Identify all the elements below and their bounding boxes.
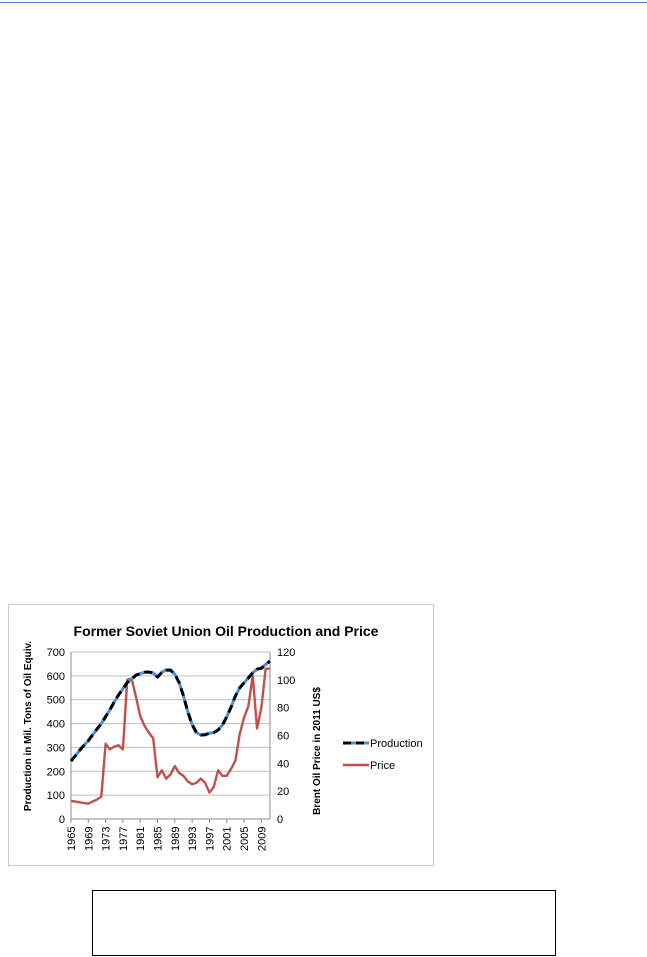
axes: 0 100 200 300 400 500 600 700 0 20 40 60 80 100 120 196…	[47, 647, 296, 851]
y-tick-label: 100	[47, 790, 65, 802]
y2-tick-label: 40	[277, 758, 289, 770]
y-tick-label: 0	[59, 814, 65, 826]
x-tick-label: 1989	[170, 827, 182, 851]
series-lines	[69, 659, 271, 805]
x-tick-label: 2009	[256, 827, 268, 851]
x-tick-label: 1981	[135, 827, 147, 851]
chart-legend: Production Price	[343, 738, 423, 772]
x-tick-label: 1973	[101, 827, 113, 851]
x-tick-label: 2005	[239, 827, 251, 851]
y2-tick-label: 80	[277, 703, 289, 715]
chart-title: Former Soviet Union Oil Production and P…	[74, 623, 379, 639]
x-tick-label: 1985	[153, 827, 165, 851]
caption-box	[92, 890, 556, 956]
page-top-rule	[0, 2, 647, 3]
y-tick-label: 500	[47, 695, 65, 707]
x-tick-label: 1993	[187, 827, 199, 851]
y-tick-label: 200	[47, 766, 65, 778]
y2-tick-label: 100	[277, 675, 295, 687]
y2-tick-label: 20	[277, 786, 289, 798]
y-axis-label: Production in Mil. Tons of Oil Equiv.	[23, 641, 34, 811]
y2-tick-label: 0	[277, 814, 283, 826]
y2-axis-label: Brent Oil Price in 2011 US$	[312, 687, 323, 815]
y2-tick-label: 120	[277, 647, 295, 659]
y2-tick-label: 60	[277, 731, 289, 743]
x-tick-label: 2001	[222, 827, 234, 851]
legend-label-production: Production	[370, 738, 423, 750]
y-tick-label: 400	[47, 719, 65, 731]
legend-label-price: Price	[370, 760, 395, 772]
y-tick-label: 700	[47, 647, 65, 659]
series-line-production-dash	[69, 659, 271, 762]
x-tick-label: 1997	[204, 827, 216, 851]
x-tick-label: 1965	[66, 827, 78, 851]
chart-svg: Former Soviet Union Oil Production and P…	[23, 623, 423, 851]
y-tick-label: 600	[47, 671, 65, 683]
chart-frame: Former Soviet Union Oil Production and P…	[8, 604, 434, 866]
x-tick-label: 1969	[83, 827, 95, 851]
x-tick-label: 1977	[118, 827, 130, 851]
y-tick-label: 300	[47, 742, 65, 754]
series-line-price	[70, 667, 270, 805]
